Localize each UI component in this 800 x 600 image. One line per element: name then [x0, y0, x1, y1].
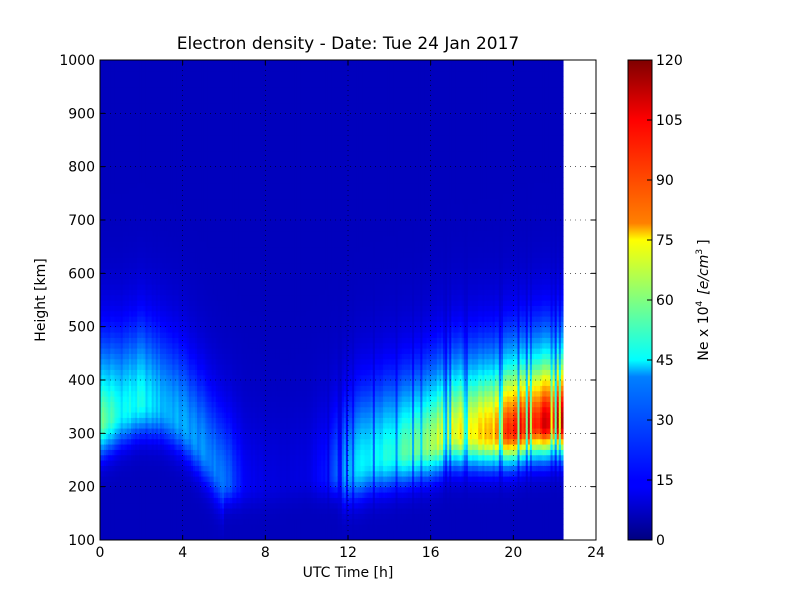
figure: Electron density - Date: Tue 24 Jan 2017… — [0, 0, 800, 600]
chart-title: Electron density - Date: Tue 24 Jan 2017 — [177, 34, 520, 54]
